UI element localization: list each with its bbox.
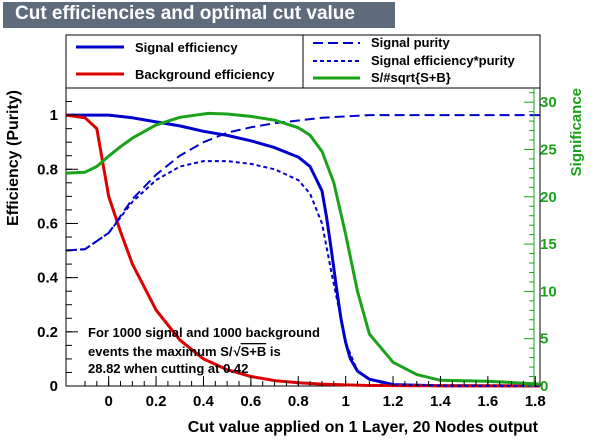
annotation: For 1000 signal and 1000 background even… — [88, 325, 320, 376]
y2-tick-label: 0 — [540, 378, 548, 395]
x-tick-label: 1.6 — [477, 393, 498, 410]
legend-label-significance: S/#sqrt{S+B} — [371, 70, 451, 85]
y2-tick-label: 30 — [540, 94, 557, 111]
x-tick-label: 0 — [104, 393, 112, 410]
x-tick-label: 0.4 — [193, 393, 215, 410]
legend-label-background-efficiency: Background efficiency — [135, 67, 275, 82]
y2-tick-label: 20 — [540, 189, 557, 206]
legend: Signal efficiency Background efficiency … — [66, 35, 540, 88]
annotation-line2: events the maximum S/√S+B is — [88, 344, 281, 359]
annotation-line3: 28.82 when cutting at 0.42 — [88, 361, 248, 376]
y-axis-title: Efficiency (Purity) — [5, 90, 22, 226]
y2-axis-title: Significance — [568, 88, 585, 176]
y-tick-label: 1 — [50, 107, 58, 124]
x-tick-label: 0.2 — [146, 393, 167, 410]
y-tick-label: 0.2 — [37, 324, 58, 341]
annotation-line1: For 1000 signal and 1000 background — [88, 325, 320, 340]
y2-tick-label: 10 — [540, 283, 557, 300]
plot-frame — [66, 88, 540, 386]
x-tick-label: 1.2 — [383, 393, 404, 410]
y-tick-label: 0.8 — [37, 161, 58, 178]
y-axis: 0 0.2 0.4 0.6 0.8 1 — [37, 102, 78, 395]
annotation-line2-prefix: events the maximum S/ — [88, 344, 233, 359]
legend-label-signal-efficiency: Signal efficiency — [135, 40, 238, 55]
y-tick-label: 0 — [50, 378, 58, 395]
x-tick-label: 1.4 — [430, 393, 452, 410]
y-tick-label: 0.6 — [37, 215, 58, 232]
y2-tick-label: 25 — [540, 141, 557, 158]
x-tick-label: 1.8 — [525, 393, 546, 410]
annotation-line2-sqrt: S+B — [241, 344, 267, 359]
legend-label-signal-efficiency-purity: Signal efficiency*purity — [371, 53, 516, 68]
x-tick-label: 0.8 — [288, 393, 309, 410]
x-tick-label: 0.6 — [240, 393, 261, 410]
y2-tick-label: 5 — [540, 331, 548, 348]
x-tick-label: 1 — [341, 393, 349, 410]
annotation-line2-suffix: is — [266, 344, 280, 359]
y-tick-label: 0.4 — [37, 270, 59, 287]
y2-tick-label: 15 — [540, 236, 557, 253]
x-axis-title: Cut value applied on 1 Layer, 20 Nodes o… — [188, 419, 539, 436]
legend-label-signal-purity: Signal purity — [371, 35, 451, 50]
